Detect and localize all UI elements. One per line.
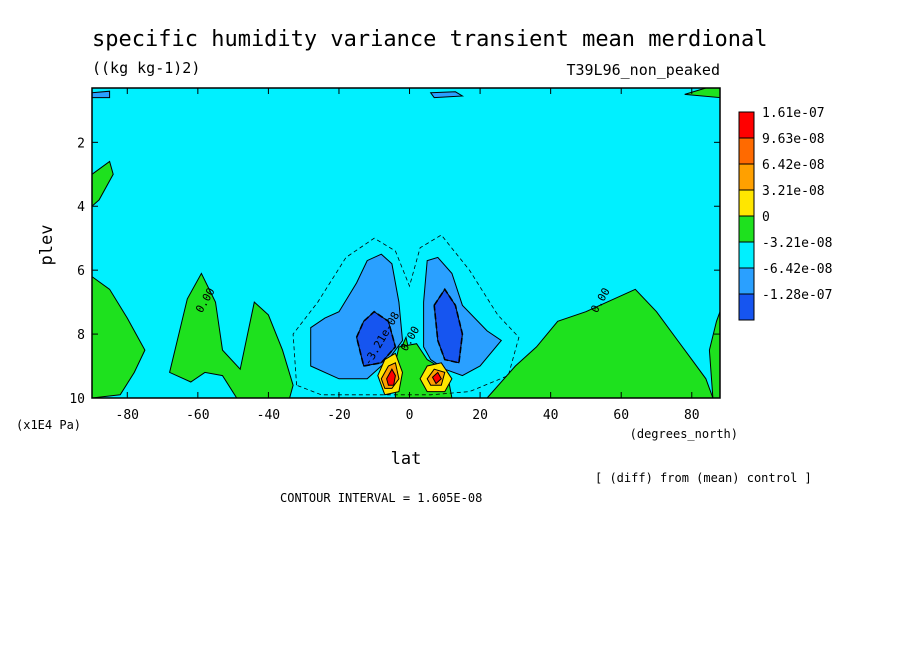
contour-region-positive-peak xyxy=(386,368,396,386)
legend-label: 0 xyxy=(762,210,770,225)
contour-region-negative-mid xyxy=(429,91,465,99)
x-tick-label: -80 xyxy=(116,408,139,423)
x-axis-label: lat xyxy=(391,449,422,469)
plot-frame xyxy=(91,87,721,399)
legend-swatch xyxy=(738,137,755,165)
y-tick-label: 10 xyxy=(69,392,85,407)
y-tick-label: 6 xyxy=(77,264,85,279)
x-tick-label: 60 xyxy=(613,408,629,423)
legend-swatch xyxy=(738,215,755,243)
run-label: T39L96_non_peaked xyxy=(566,61,720,79)
legend-swatch xyxy=(738,189,755,217)
x-tick-label: 0 xyxy=(406,408,414,423)
legend-label: -1.28e-07 xyxy=(762,288,832,303)
legend-label: 3.21e-08 xyxy=(762,184,825,199)
y-tick-label: 2 xyxy=(77,136,85,151)
contour-line xyxy=(292,234,520,396)
legend-swatch xyxy=(738,241,755,269)
x-tick-label: -60 xyxy=(186,408,209,423)
contour-region-positive-peak xyxy=(431,371,442,385)
contour-region-positive-small xyxy=(485,288,714,399)
contour-region-positive-small xyxy=(169,272,294,399)
color-legend: 1.61e-07 9.63e-08 6.42e-08 3.21e-08 0 -3.21e-… xyxy=(738,106,832,321)
legend-swatch xyxy=(738,163,755,191)
y-tick-label: 8 xyxy=(77,328,85,343)
legend-label: 9.63e-08 xyxy=(762,132,825,147)
diff-note: [ (diff) from (mean) control ] xyxy=(595,471,812,485)
contour-line xyxy=(355,310,397,367)
legend-swatch xyxy=(738,267,755,295)
y-axis-label: plev xyxy=(37,225,57,266)
legend-swatch xyxy=(738,111,755,139)
x-tick-label: -40 xyxy=(257,408,280,423)
chart-title: specific humidity variance transient mea… xyxy=(92,27,768,52)
legend-label: 6.42e-08 xyxy=(762,158,825,173)
x-tick-label: -20 xyxy=(327,408,350,423)
contour-interval: CONTOUR INTERVAL = 1.605E-08 xyxy=(280,491,482,505)
legend-label: -6.42e-08 xyxy=(762,262,832,277)
contour-line xyxy=(433,287,464,364)
legend-swatch xyxy=(738,293,755,321)
x-axis-units: (degrees_north) xyxy=(630,427,738,441)
x-tick-label: 80 xyxy=(684,408,700,423)
x-tick-label: 40 xyxy=(543,408,559,423)
contour-region-negative-mid xyxy=(91,90,111,99)
y-axis-units: (x1E4 Pa) xyxy=(16,418,81,432)
x-tick-label: 20 xyxy=(472,408,488,423)
legend-label: -3.21e-08 xyxy=(762,236,832,251)
plot-area: 0.00 0.000.00-3.21e-08 xyxy=(91,87,721,399)
legend-label: 1.61e-07 xyxy=(762,106,825,121)
y-tick-label: 4 xyxy=(77,200,85,215)
chart-units: ((kg kg-1)2) xyxy=(92,59,200,77)
